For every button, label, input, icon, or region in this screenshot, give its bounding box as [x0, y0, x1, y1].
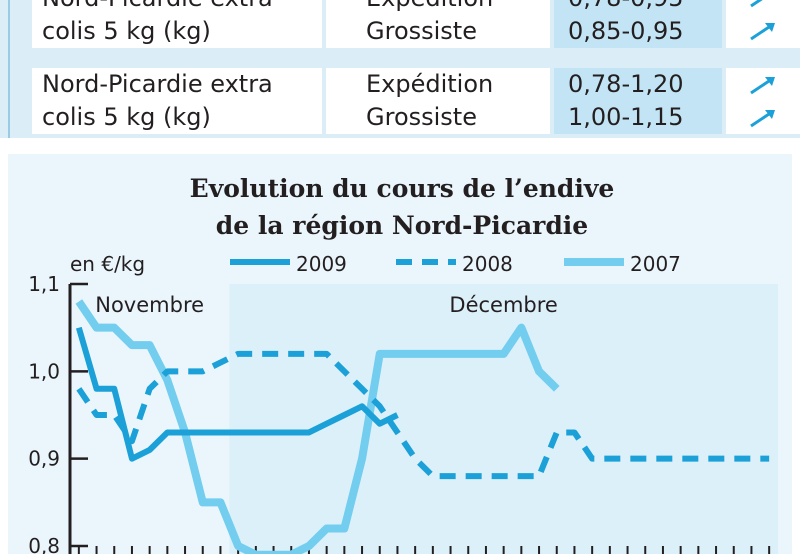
up-arrow-icon	[750, 0, 763, 8]
chart-panel: Evolution du cours de l’endive de la rég…	[8, 154, 792, 554]
y-tick-label: 0,8	[28, 534, 60, 554]
legend-label: 2007	[630, 252, 681, 276]
series-line-2007	[75, 299, 560, 554]
price-cell: 0,78-0,95 0,85-0,95	[554, 0, 722, 48]
legend-label: 2009	[296, 252, 347, 276]
y-axis-unit-label: en €/kg	[70, 252, 145, 276]
month-band-2	[229, 284, 779, 554]
legend: 2009 2008 2007	[230, 252, 681, 276]
up-arrow-icon	[750, 110, 775, 128]
month-label: Novembre	[95, 293, 204, 317]
y-tick-label: 1,0	[28, 359, 60, 383]
trend-cell	[726, 68, 800, 134]
stage-cell: Expédition Grossiste	[326, 68, 550, 134]
product-cell: Nord-Picardie extra colis 5 kg (kg)	[32, 0, 322, 48]
trend-cell	[726, 0, 800, 48]
legend-label: 2008	[462, 252, 513, 276]
series-line-2008	[76, 350, 770, 480]
line-chart: Evolution du cours de l’endive de la rég…	[28, 174, 779, 554]
y-tick-label: 0,9	[28, 447, 60, 471]
y-tick-label: 1,1	[28, 272, 60, 296]
price-table: Nord-Picardie extra colis 5 kg (kg) Expé…	[0, 0, 800, 138]
up-arrow-icon	[750, 23, 775, 41]
chart-title-line-2: de la région Nord-Picardie	[216, 211, 588, 240]
plot-area: Novembre Décembre 1,1 1,0 0,9 0,8	[28, 272, 779, 554]
series-line-2009	[75, 326, 399, 462]
chart-title-line-1: Evolution du cours de l’endive	[190, 174, 615, 203]
up-arrow-icon	[750, 77, 775, 95]
stage-cell: Expédition Grossiste	[326, 0, 550, 48]
price-cell: 0,78-1,20 1,00-1,15	[554, 68, 722, 134]
month-label: Décembre	[449, 293, 557, 317]
table-left-rule	[8, 0, 10, 138]
product-cell: Nord-Picardie extra colis 5 kg (kg)	[32, 68, 322, 134]
